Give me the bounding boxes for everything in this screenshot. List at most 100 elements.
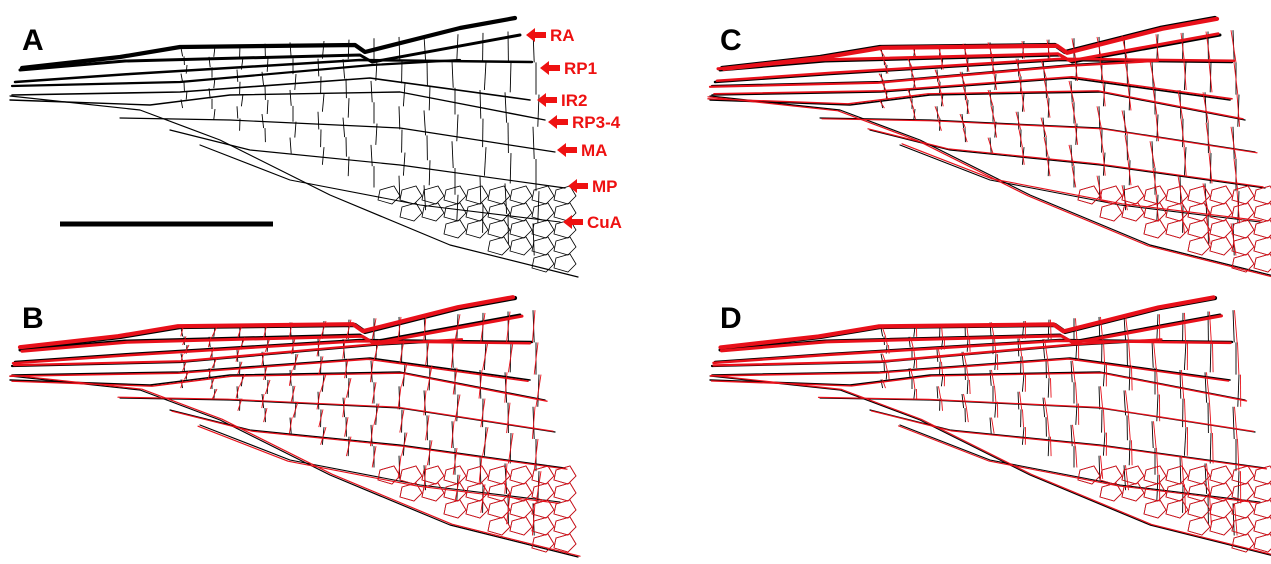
crossvein	[1096, 106, 1103, 130]
wing-cell	[421, 202, 445, 222]
crossvein	[239, 373, 246, 387]
crossvein	[180, 379, 184, 389]
crossvein	[991, 322, 995, 339]
crossvein	[342, 397, 346, 418]
crossvein	[880, 327, 884, 337]
crossvein	[399, 339, 405, 364]
crossvein	[962, 85, 968, 101]
wing-cell	[509, 202, 533, 222]
arrow-icon	[557, 143, 577, 157]
crossvein	[211, 326, 218, 338]
crossvein	[235, 349, 240, 362]
crossvein	[401, 432, 408, 456]
crossvein	[1209, 341, 1212, 373]
wing-cell	[487, 465, 511, 485]
crossvein	[1179, 455, 1182, 485]
crossvein	[456, 114, 459, 142]
crossvein	[240, 93, 244, 107]
crossvein	[292, 401, 299, 418]
crossvein	[1234, 406, 1238, 439]
crossvein	[1019, 391, 1023, 410]
crossvein	[342, 339, 346, 359]
longitudinal-vein	[821, 118, 1258, 154]
crossvein	[1047, 378, 1050, 398]
wing-cell	[531, 253, 555, 273]
crossvein	[937, 81, 942, 95]
wing-cell	[487, 219, 511, 239]
crossvein	[1206, 372, 1210, 403]
crossvein	[1102, 83, 1106, 107]
crossvein	[936, 386, 939, 399]
longitudinal-vein	[869, 129, 1266, 189]
wing-cell	[553, 465, 577, 485]
wing-cell	[1253, 533, 1271, 553]
crossvein	[423, 35, 427, 61]
longitudinal-vein	[11, 357, 531, 381]
crossvein	[913, 326, 916, 337]
crossvein	[1125, 390, 1129, 416]
crossvein	[290, 385, 296, 402]
vein-label: RP1	[564, 59, 597, 78]
crossvein	[987, 42, 994, 59]
longitudinal-vein	[9, 371, 546, 401]
wing-cell	[1253, 499, 1271, 519]
crossvein	[1044, 397, 1048, 418]
crossvein	[184, 344, 190, 354]
wing-cell	[509, 236, 533, 256]
crossvein	[533, 342, 539, 375]
longitudinal-vein	[716, 32, 1220, 71]
crossvein	[1071, 38, 1077, 60]
crossvein	[1072, 360, 1076, 383]
wing-cell	[531, 202, 555, 222]
wing-cell	[421, 465, 445, 485]
crossvein	[878, 99, 885, 109]
longitudinal-vein	[18, 33, 522, 72]
wing-cell	[1231, 533, 1255, 553]
crossvein	[941, 325, 943, 338]
crossvein	[1233, 62, 1239, 95]
wing-cell	[1253, 202, 1271, 222]
crossvein	[266, 57, 269, 72]
crossvein	[318, 356, 324, 375]
crossvein	[882, 327, 886, 337]
longitudinal-vein	[707, 90, 1244, 120]
crossvein	[294, 74, 297, 91]
crossvein	[882, 353, 886, 363]
crossvein	[398, 106, 401, 130]
wing-cell	[443, 202, 467, 222]
crossvein	[969, 379, 971, 395]
crossvein	[180, 99, 184, 109]
crossvein	[1127, 160, 1132, 186]
wing-cell	[1253, 516, 1271, 536]
crossvein	[1208, 153, 1213, 184]
crossvein	[345, 436, 352, 457]
wing-cell	[531, 482, 555, 502]
longitudinal-vein	[117, 396, 554, 432]
wing-drawing-d-red	[709, 295, 1271, 555]
crossvein	[959, 71, 966, 87]
crossvein	[1181, 369, 1185, 399]
crossvein	[451, 60, 454, 88]
longitudinal-vein	[867, 128, 1264, 188]
crossvein	[1019, 338, 1023, 357]
crossvein	[185, 64, 188, 74]
arrow-icon	[540, 61, 560, 75]
crossvein	[504, 372, 508, 403]
wing-cell	[487, 482, 511, 502]
crossvein	[450, 421, 455, 449]
vein-label: IR2	[561, 91, 587, 110]
crossvein	[263, 365, 268, 381]
longitudinal-vein	[819, 117, 1256, 153]
crossvein	[884, 64, 889, 74]
wing-cell	[1099, 185, 1123, 205]
crossvein	[240, 57, 244, 70]
wing-cell	[531, 465, 555, 485]
crossvein	[1072, 424, 1076, 447]
crossvein	[397, 316, 402, 341]
crossvein	[1071, 102, 1077, 124]
crossvein	[1209, 402, 1212, 434]
wing-cell	[1231, 499, 1255, 519]
crossvein	[426, 440, 433, 466]
crossvein	[1233, 158, 1239, 192]
